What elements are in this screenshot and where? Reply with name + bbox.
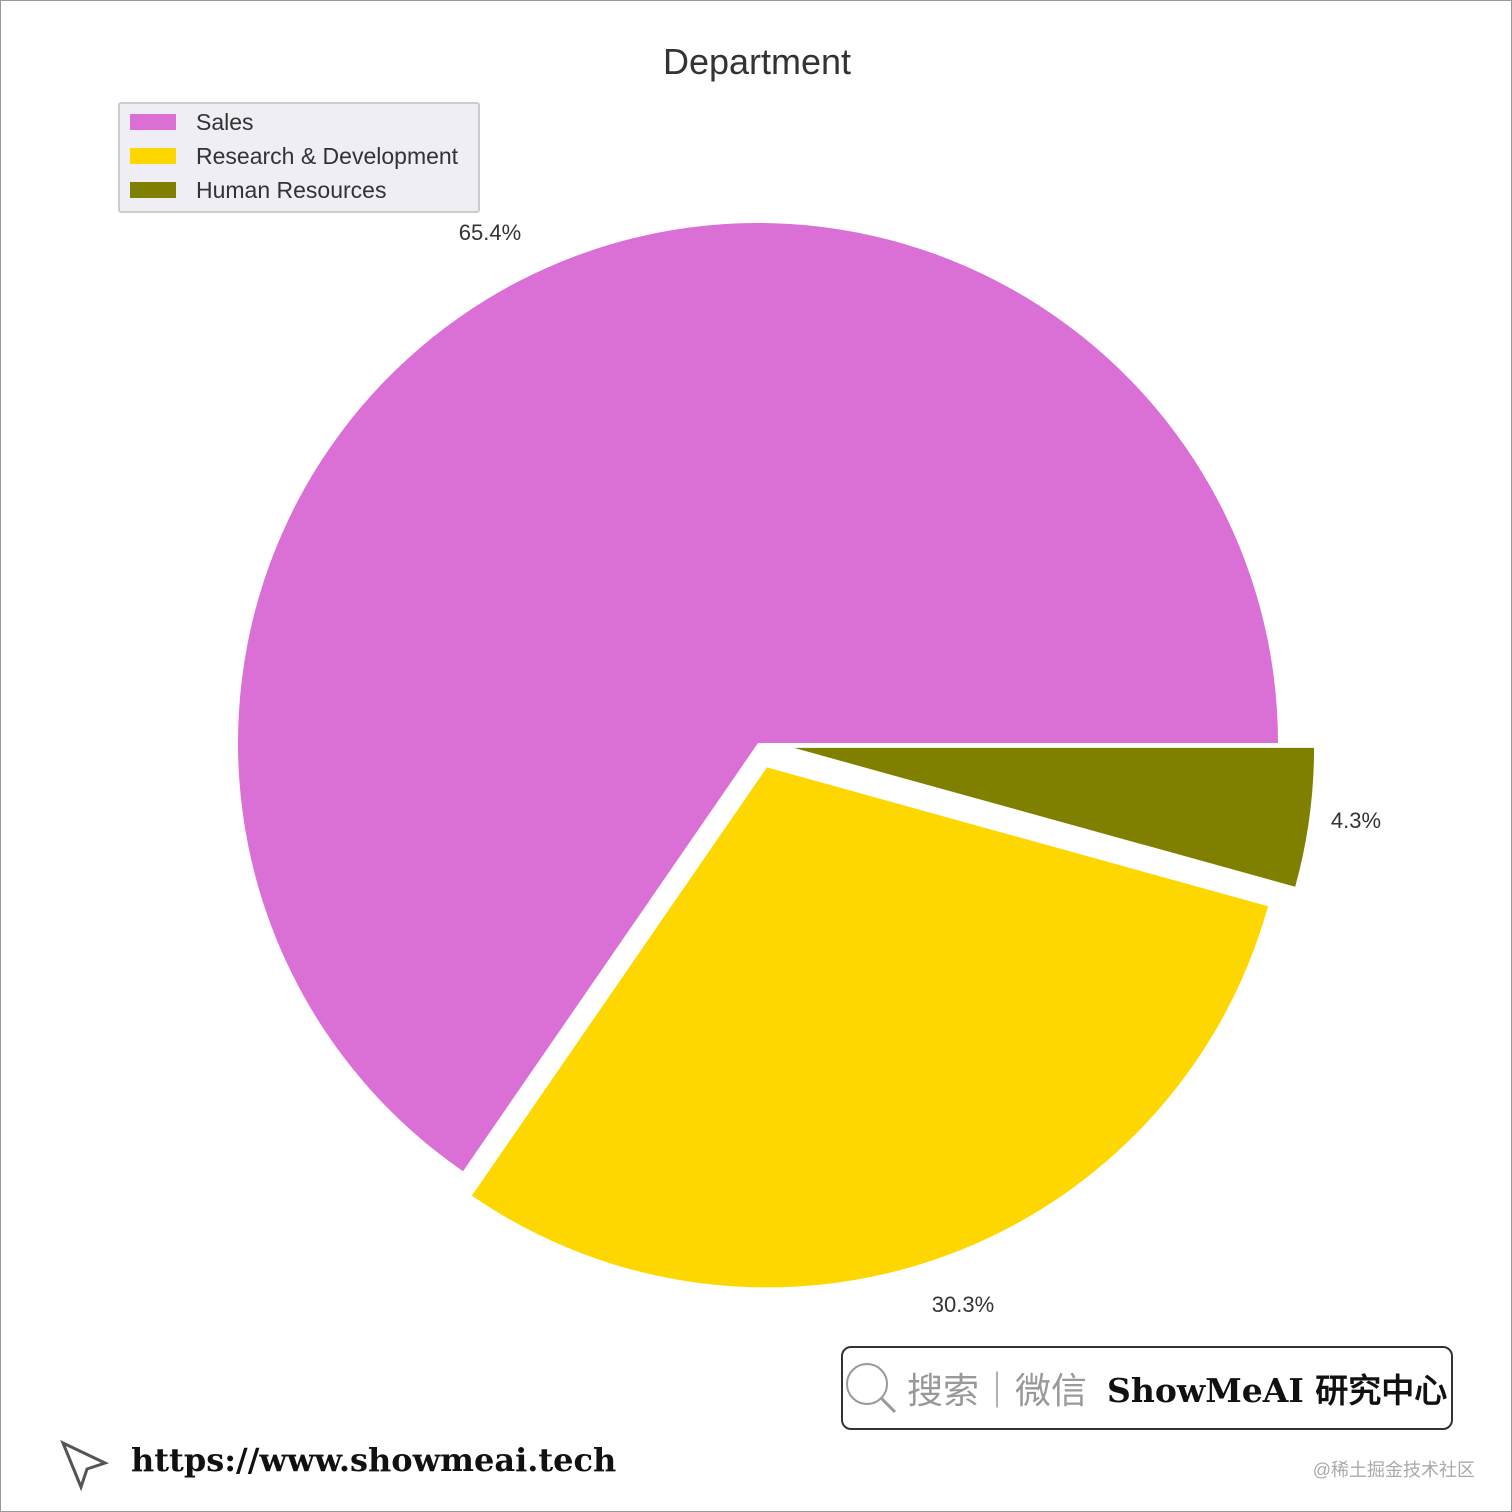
wedge-sales xyxy=(237,223,1278,1172)
watermark-credit: @稀土掘金技术社区 xyxy=(1312,1460,1475,1480)
legend: Sales Research & Development Human Resou… xyxy=(118,102,480,213)
watermark-url: https://www.showmeai.tech xyxy=(131,1441,617,1479)
search-icon xyxy=(846,1363,897,1414)
chart-title: Department xyxy=(662,41,852,82)
legend-label: Human Resources xyxy=(196,176,387,203)
pct-label-hr: 4.3% xyxy=(1330,808,1382,833)
legend-label: Sales xyxy=(196,108,254,135)
pct-label-sales: 65.4% xyxy=(458,220,522,245)
legend-item-rd: Research & Development xyxy=(130,141,458,171)
pct-label-rd: 30.3% xyxy=(931,1292,995,1317)
legend-label: Research & Development xyxy=(196,142,459,169)
watermark-search-text: 搜索｜微信 xyxy=(907,1370,1088,1411)
watermark-search-box: 搜索｜微信 ShowMeAI 研究中心 xyxy=(841,1346,1453,1430)
wedge-rd xyxy=(471,767,1269,1288)
legend-item-hr: Human Resources xyxy=(130,175,386,205)
legend-swatch xyxy=(130,114,176,130)
wedge-hr xyxy=(794,747,1315,887)
legend-item-sales: Sales xyxy=(130,107,254,137)
legend-swatch xyxy=(130,148,176,164)
legend-swatch xyxy=(130,182,176,198)
watermark-brand: ShowMeAI 研究中心 xyxy=(1107,1371,1448,1410)
cursor-icon xyxy=(60,1439,110,1492)
